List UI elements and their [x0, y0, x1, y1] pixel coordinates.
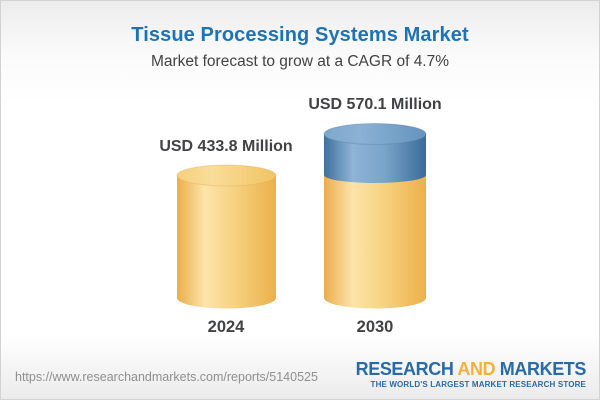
cylinder-2030	[323, 123, 427, 309]
value-label-2030: USD 570.1 Million	[308, 96, 442, 113]
cylinder-2030-gold-body	[324, 175, 426, 298]
chart-subtitle: Market forecast to grow at a CAGR of 4.7…	[150, 53, 450, 70]
brand-logo: RESEARCH AND MARKETS THE WORLD'S LARGEST…	[355, 359, 587, 389]
brand-logo-research: RESEARCH	[355, 359, 454, 379]
cylinder-2030-blue-top	[323, 123, 427, 145]
category-label-2030: 2030	[356, 318, 394, 336]
brand-logo-wordmark: RESEARCH AND MARKETS	[355, 359, 587, 379]
cylinder-2024-top	[176, 164, 277, 187]
brand-logo-markets: MARKETS	[499, 359, 587, 379]
category-label-2024: 2024	[207, 318, 245, 336]
report-url-link[interactable]: https://www.researchandmarkets.com/repor…	[15, 370, 318, 384]
cylinder-2030-bottom	[324, 287, 426, 309]
brand-tagline: THE WORLD'S LARGEST MARKET RESEARCH STOR…	[370, 380, 586, 389]
brand-logo-and: AND	[457, 359, 496, 379]
cylinder-2024-bottom	[177, 287, 276, 309]
cylinder-2024	[176, 164, 277, 309]
value-label-2024: USD 433.8 Million	[159, 138, 293, 155]
chart-title: Tissue Processing Systems Market	[131, 24, 469, 46]
cylinder-2024-body	[177, 175, 276, 298]
